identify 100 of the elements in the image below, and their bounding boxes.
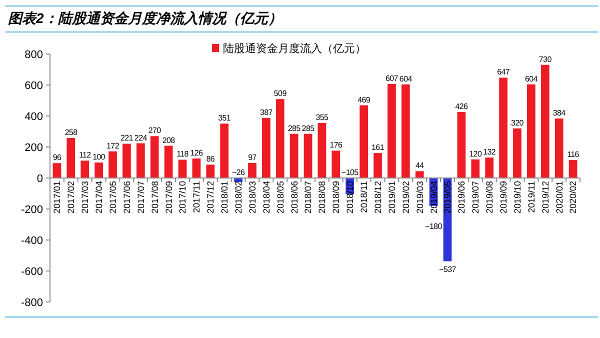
data-label: 604 [399,74,413,84]
x-tick-label: 2019/07 [470,181,481,214]
x-tick-label: 2017/09 [164,181,174,214]
x-tick-label: 2019/05 [442,181,453,214]
bar [80,160,90,178]
x-tick-label: 2018/01 [220,181,230,214]
x-tick-label: 2018/09 [331,181,342,214]
data-label: 126 [190,148,204,158]
x-tick-label: 2019/08 [484,181,495,214]
data-label: 176 [330,140,343,150]
x-tick-label: 2017/07 [136,181,146,214]
data-label: 355 [316,112,330,122]
data-label: 221 [120,134,134,143]
data-label: 604 [524,74,538,84]
x-tick-label: 2019/01 [386,181,397,214]
data-label: 44 [415,161,425,170]
x-tick-label: 2019/09 [498,181,508,214]
bar [374,153,382,178]
y-tick-label: 400 [24,111,43,123]
x-tick-label: 2019/04 [428,181,439,214]
x-tick-label: 2018/04 [261,181,272,214]
bar [540,64,550,178]
x-tick-label: 2017/06 [122,181,132,214]
bar [360,105,368,178]
data-label: −537 [439,265,457,274]
bar [206,164,215,178]
x-tick-label: 2017/02 [66,181,76,214]
bar [527,84,536,178]
bar [108,151,117,178]
y-tick-label: 800 [24,49,43,61]
x-tick-label: 2019/11 [526,181,536,213]
data-label: 172 [106,141,120,150]
x-tick-label: 2019/06 [456,181,467,214]
bar [262,118,270,178]
data-label: 387 [260,108,274,118]
x-tick-label: 2019/10 [512,181,522,214]
x-tick-label: 2020/02 [568,181,578,214]
x-tick-label: 2019/12 [540,181,550,214]
x-tick-label: 2017/08 [150,181,160,214]
data-label: 285 [302,124,316,133]
x-tick-label: 2018/03 [247,181,258,214]
data-label: 285 [288,124,302,133]
x-tick-label: 2019/02 [400,181,411,214]
bar [150,136,159,178]
x-tick-label: 2017/03 [80,181,90,214]
data-label: 426 [455,102,469,111]
bar [401,84,410,178]
x-tick-label: 2018/06 [289,181,300,214]
bar [318,122,326,178]
bar [52,163,62,178]
bar [471,159,480,178]
data-label: 647 [497,68,510,77]
bar [178,160,187,178]
x-tick-label: 2017/01 [52,181,62,214]
data-label: 384 [552,108,566,118]
y-tick-label: 200 [24,142,43,154]
y-tick-label: 600 [24,80,43,92]
y-tick-label: -600 [20,266,43,278]
bar [513,128,522,178]
bar [248,162,256,178]
x-tick-label: 2017/12 [206,181,216,214]
data-label: −180 [425,222,443,231]
data-label: −26 [232,168,246,177]
y-tick-label: -200 [20,204,43,216]
y-tick-label: -800 [20,297,43,309]
bar [290,134,298,178]
bar [568,160,578,178]
bar [66,138,76,178]
data-label: 208 [162,136,176,145]
bar [136,143,145,178]
x-tick-label: 2018/02 [233,181,244,214]
x-tick-label: 2017/05 [108,181,118,214]
x-tick-label: 2018/12 [372,181,383,214]
data-label: 100 [92,152,106,162]
bar [554,118,564,178]
data-label: 351 [218,114,232,123]
x-tick-label: 2020/01 [554,181,564,214]
x-tick-label: 2017/04 [94,181,104,214]
x-tick-label: 2018/10 [345,181,356,214]
x-tick-label: 2019/03 [414,181,425,214]
data-label: 270 [148,126,162,136]
data-label: 224 [134,133,148,142]
data-label: 112 [78,150,92,160]
data-label: 730 [538,54,552,64]
y-tick-label: 0 [36,173,43,185]
x-tick-label: 2018/11 [359,181,370,213]
bar [457,112,466,178]
x-tick-label: 2017/11 [192,181,202,213]
bar [485,158,494,178]
data-label: 161 [372,143,385,152]
data-label: 86 [206,154,216,164]
data-label: 132 [483,148,496,157]
legend-label: 陆股通资金月度流入（亿元） [223,42,366,55]
data-label: 509 [274,89,288,98]
bar [220,124,229,178]
chart-title: 图表2：陆股通资金月度净流入情况（亿元） [8,10,282,26]
bar [415,171,424,178]
bar [304,134,312,178]
bar [332,150,340,178]
data-label: 120 [469,149,482,158]
